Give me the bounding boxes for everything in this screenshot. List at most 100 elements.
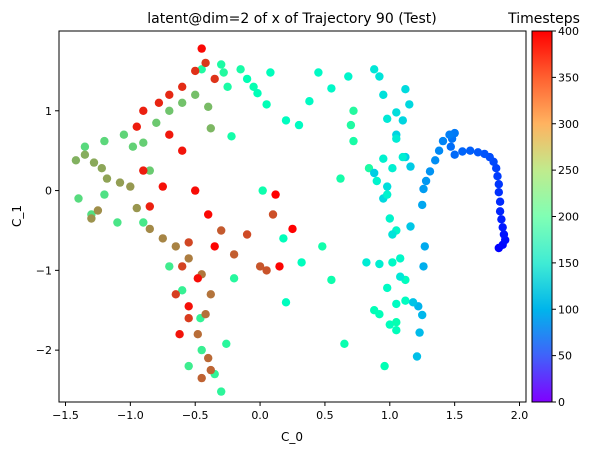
data-point-78 [383, 182, 392, 191]
data-point-85 [327, 84, 336, 93]
data-point-106 [222, 339, 231, 348]
data-point-25 [431, 156, 440, 165]
colorbar [531, 30, 553, 403]
data-point-65 [370, 306, 379, 315]
data-point-123 [139, 138, 148, 147]
data-point-71 [336, 174, 345, 183]
data-point-58 [383, 283, 392, 293]
data-point-45 [379, 90, 388, 100]
data-point-134 [97, 164, 107, 173]
data-point-11 [492, 164, 501, 173]
colorbar-tick-label: 300 [558, 118, 579, 131]
data-point-158 [184, 238, 193, 247]
data-point-17 [458, 147, 467, 156]
data-point-147 [201, 310, 210, 319]
data-point-128 [191, 90, 200, 100]
data-point-174 [204, 210, 213, 219]
data-point-164 [191, 66, 200, 76]
data-point-122 [128, 142, 138, 151]
data-point-146 [206, 290, 215, 299]
data-point-180 [193, 274, 202, 283]
colorbar-tick-label: 50 [558, 350, 572, 363]
data-point-59 [392, 299, 401, 309]
data-point-81 [362, 258, 371, 267]
data-point-151 [197, 373, 206, 383]
data-point-144 [184, 254, 193, 263]
data-point-24 [434, 146, 444, 155]
data-point-166 [165, 90, 174, 100]
data-point-22 [445, 130, 454, 139]
colorbar-tick-label: 200 [558, 211, 579, 224]
data-point-30 [420, 242, 429, 251]
data-point-75 [349, 106, 358, 116]
data-point-118 [74, 194, 83, 203]
data-point-96 [242, 74, 252, 84]
data-point-49 [392, 134, 401, 143]
data-point-130 [206, 124, 215, 133]
data-point-110 [178, 286, 187, 295]
data-point-62 [385, 320, 394, 329]
data-point-84 [344, 72, 353, 81]
data-point-48 [383, 114, 392, 124]
x-tick-label: 0.0 [251, 409, 269, 422]
data-point-86 [314, 68, 323, 77]
data-point-135 [102, 174, 112, 183]
data-point-125 [152, 118, 161, 128]
data-point-124 [145, 166, 154, 175]
data-point-68 [340, 339, 349, 348]
x-tick-label: −0.5 [182, 409, 209, 422]
data-point-107 [217, 387, 226, 396]
data-point-70 [318, 242, 327, 251]
chart-title: latent@dim=2 of x of Trajectory 90 (Test… [147, 11, 436, 27]
colorbar-tick-label: 400 [558, 25, 579, 38]
data-point-53 [372, 176, 381, 186]
data-point-175 [210, 242, 219, 251]
colorbar-tick-label: 350 [558, 71, 579, 84]
x-tick-label: 2.0 [511, 409, 529, 422]
data-point-90 [281, 298, 291, 307]
data-point-60 [401, 296, 410, 305]
colorbar-tick-label: 150 [558, 257, 579, 270]
data-point-93 [279, 234, 288, 243]
data-point-87 [305, 97, 314, 106]
data-point-143 [171, 242, 180, 251]
y-axis-label: C_1 [10, 205, 24, 227]
data-point-182 [175, 330, 184, 339]
data-point-148 [193, 330, 202, 339]
data-point-79 [388, 230, 397, 239]
data-point-162 [201, 58, 210, 68]
data-point-38 [406, 162, 415, 171]
data-point-176 [271, 190, 280, 199]
data-point-115 [113, 218, 122, 227]
data-point-92 [266, 68, 275, 77]
data-point-168 [139, 106, 148, 116]
data-point-161 [184, 314, 193, 323]
data-point-29 [418, 200, 427, 210]
data-point-82 [375, 259, 384, 269]
data-point-44 [392, 108, 401, 117]
plot-frame [58, 30, 527, 403]
data-point-141 [145, 224, 154, 234]
data-point-173 [191, 186, 200, 195]
data-point-83 [383, 190, 392, 199]
data-point-67 [392, 318, 401, 327]
data-point-91 [297, 258, 306, 267]
data-point-10 [493, 172, 502, 181]
data-points [71, 44, 510, 396]
data-point-99 [227, 132, 236, 141]
data-point-15 [473, 148, 483, 157]
data-point-50 [398, 152, 407, 162]
data-point-63 [392, 326, 401, 335]
data-point-26 [425, 167, 435, 176]
data-point-52 [379, 154, 388, 163]
data-point-4 [498, 223, 507, 232]
data-point-181 [184, 302, 193, 311]
data-point-154 [255, 262, 265, 271]
data-point-95 [262, 100, 271, 109]
data-point-16 [466, 146, 475, 155]
data-point-140 [93, 206, 103, 215]
data-point-160 [171, 290, 180, 299]
data-point-28 [419, 184, 428, 194]
data-point-184 [145, 202, 154, 211]
